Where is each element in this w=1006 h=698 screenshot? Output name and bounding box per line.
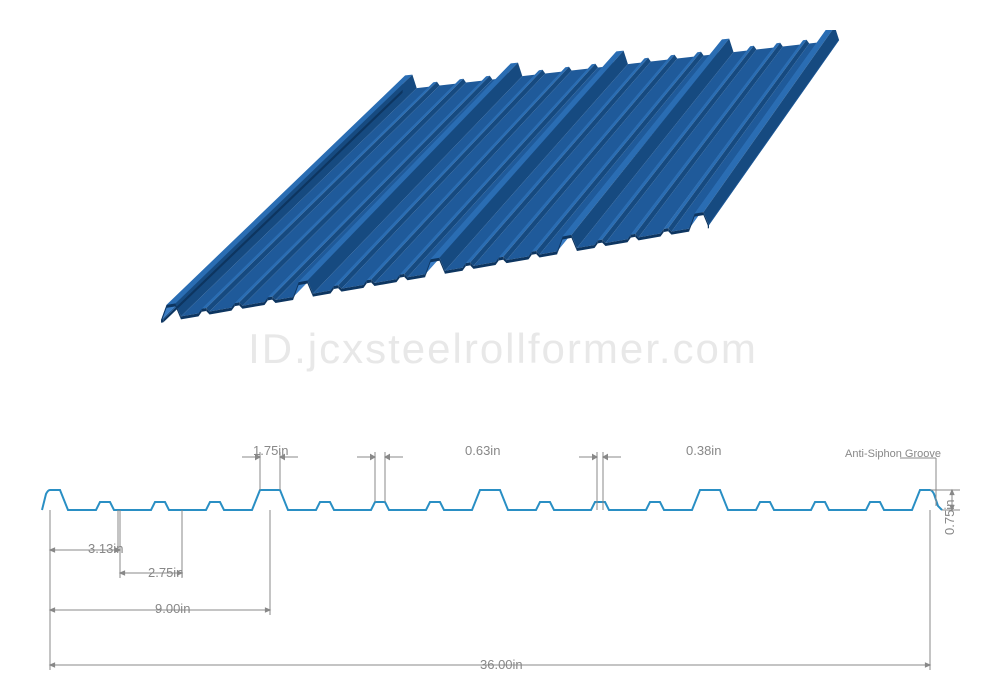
dim-rib-base-inner: 2.75in [148, 565, 183, 580]
panel-3d-view [150, 30, 850, 330]
dim-rib-top-width: 1.75in [253, 443, 288, 458]
dim-rib-base-offset: 3.13in [88, 541, 123, 556]
dim-rib-spacing: 9.00in [155, 601, 190, 616]
dim-total-width: 36.00in [480, 657, 523, 672]
dim-minor-rib-top: 0.63in [465, 443, 500, 458]
dim-minor-rib-base: 0.38in [686, 443, 721, 458]
profile-cross-section [30, 440, 976, 680]
dim-rib-height: 0.75in [942, 500, 957, 535]
anti-siphon-label: Anti-Siphon Groove [845, 448, 941, 460]
